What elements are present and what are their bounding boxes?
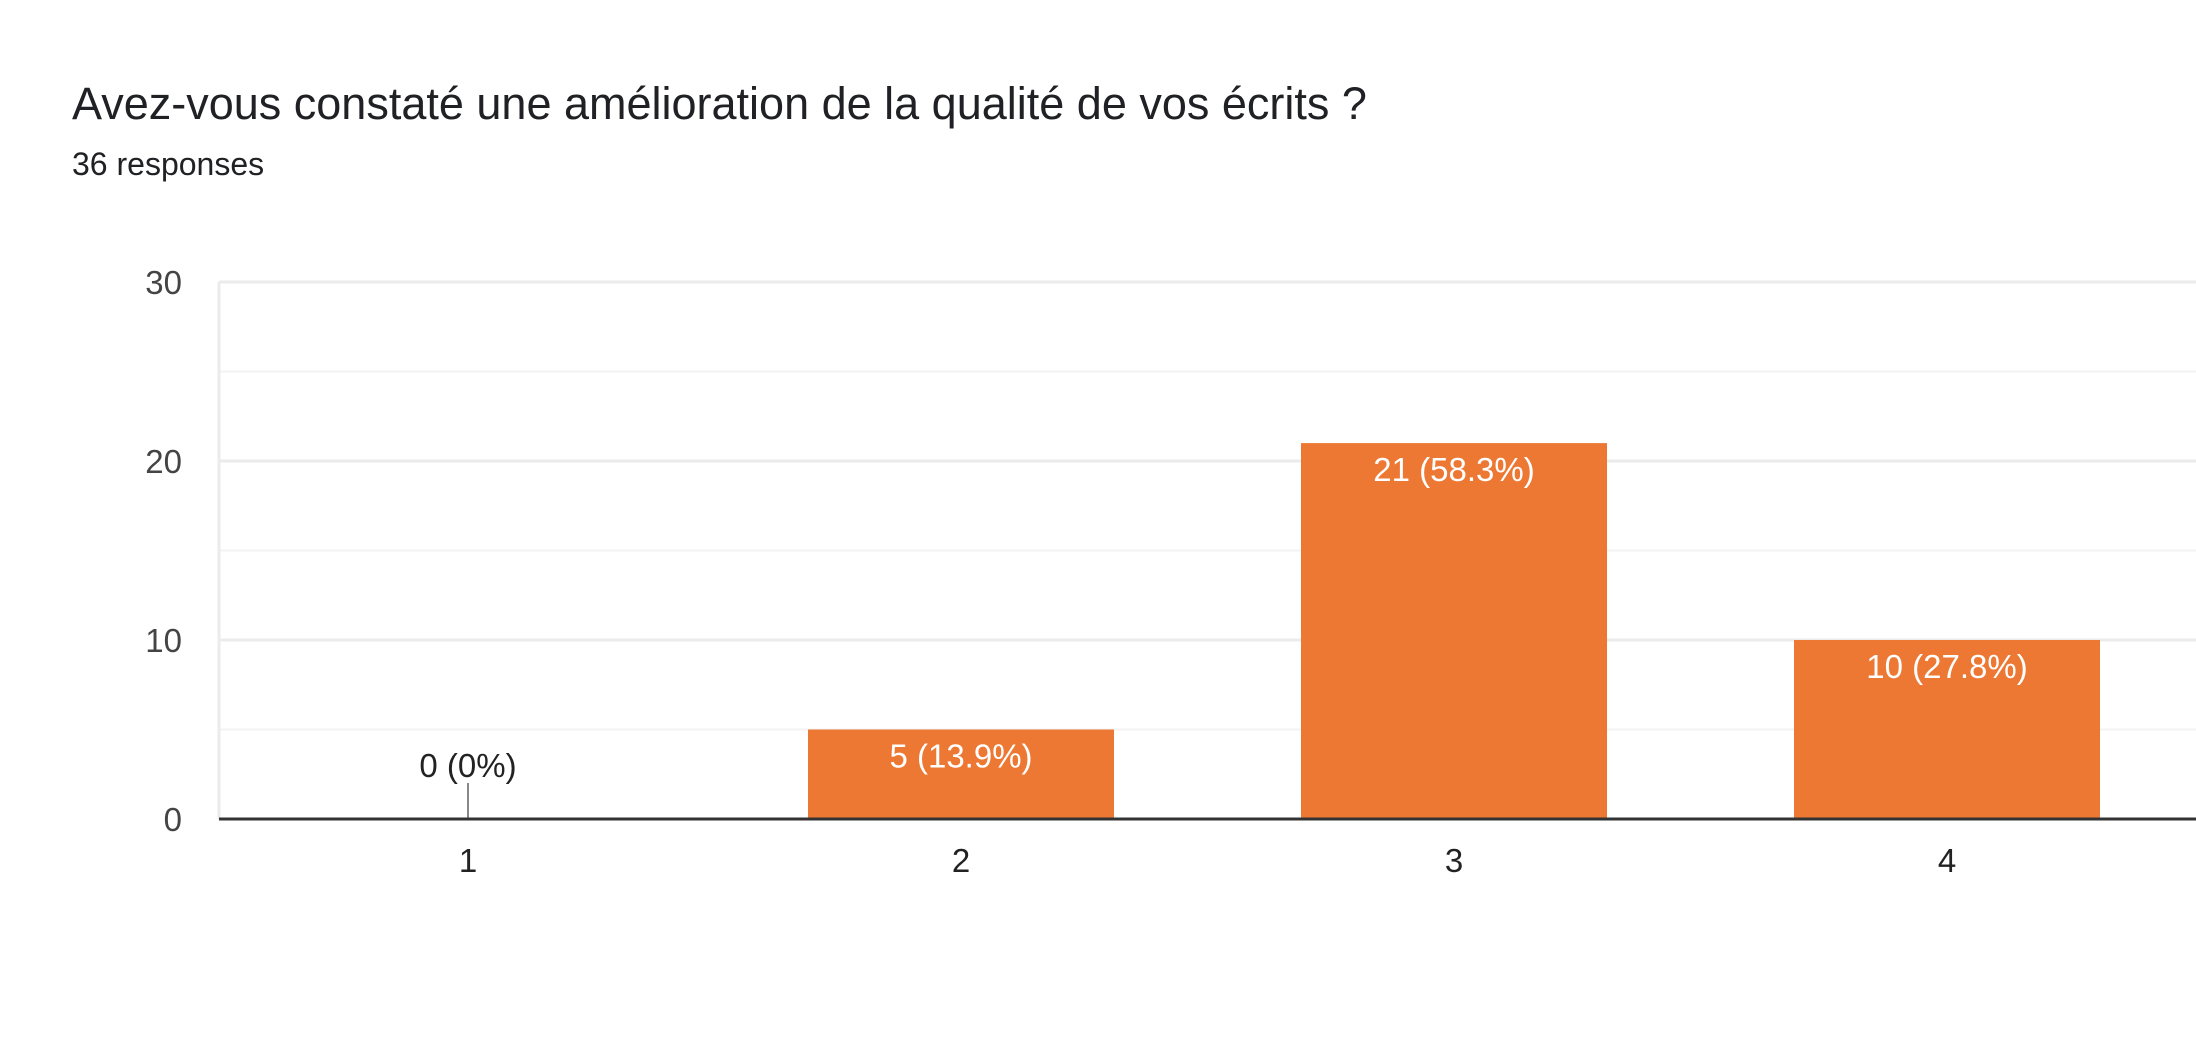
bar-3 bbox=[1301, 443, 1607, 819]
x-tick-label: 1 bbox=[459, 842, 477, 879]
ticks-layer: 0 10 20 30 1 2 3 4 bbox=[145, 264, 2196, 879]
labels-layer: 0 (0%) 5 (13.9%) 21 (58.3%) 10 (27.8%) bbox=[419, 451, 2027, 784]
y-tick-label: 0 bbox=[164, 801, 182, 838]
chart-header: Avez-vous constaté une amélioration de l… bbox=[72, 72, 1367, 184]
data-label-1: 0 (0%) bbox=[419, 747, 516, 784]
y-tick-label: 10 bbox=[145, 622, 182, 659]
x-tick-label: 3 bbox=[1445, 842, 1463, 879]
data-label-4: 10 (27.8%) bbox=[1866, 648, 2027, 685]
x-tick-label: 2 bbox=[952, 842, 970, 879]
data-label-3: 21 (58.3%) bbox=[1373, 451, 1534, 488]
y-tick-label: 30 bbox=[145, 264, 182, 301]
x-tick-label: 4 bbox=[1938, 842, 1956, 879]
data-label-2: 5 (13.9%) bbox=[889, 738, 1032, 775]
response-count: 36 responses bbox=[72, 146, 265, 182]
bars-layer bbox=[467, 443, 2100, 819]
chart-title: Avez-vous constaté une amélioration de l… bbox=[72, 78, 1367, 129]
bar-4 bbox=[1794, 640, 2100, 819]
bar-2 bbox=[808, 729, 1114, 819]
y-tick-label: 20 bbox=[145, 443, 182, 480]
